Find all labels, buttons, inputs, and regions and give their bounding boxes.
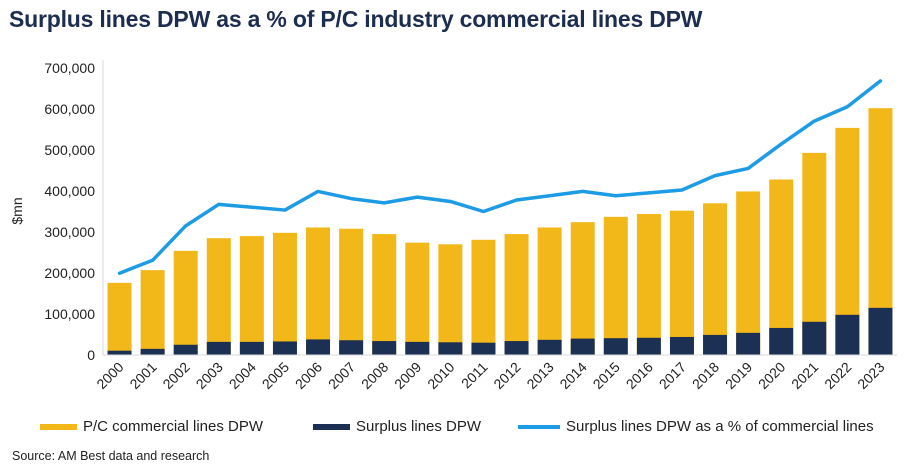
x-tick-label: 2020 xyxy=(755,359,788,392)
legend-label-percent: Surplus lines DPW as a % of commercial l… xyxy=(566,418,874,435)
bar-pc-2019 xyxy=(736,191,761,355)
bar-surplus-2011 xyxy=(471,342,496,355)
bar-pc-2004 xyxy=(239,236,264,355)
bar-pc-2013 xyxy=(537,227,562,355)
bar-surplus-2022 xyxy=(835,314,860,355)
x-tick-label: 2006 xyxy=(292,359,325,392)
x-tick-label: 2002 xyxy=(159,359,192,392)
x-tick-label: 2001 xyxy=(126,359,159,392)
x-tick-label: 2013 xyxy=(523,359,556,392)
bar-surplus-2002 xyxy=(173,344,198,355)
bar-pc-2011 xyxy=(471,239,496,355)
x-tick-label: 2005 xyxy=(259,359,292,392)
legend-label-surplus: Surplus lines DPW xyxy=(356,418,482,435)
x-tick-label: 2022 xyxy=(821,359,854,392)
bar-pc-2009 xyxy=(405,242,430,355)
y-tick-label: 200,000 xyxy=(44,265,95,281)
bar-pc-2021 xyxy=(802,152,827,355)
legend-swatch-surplus xyxy=(313,423,350,430)
bar-pc-2017 xyxy=(669,210,694,355)
bar-surplus-2004 xyxy=(239,341,264,355)
bar-surplus-2014 xyxy=(570,338,595,355)
bar-surplus-2010 xyxy=(438,342,463,355)
x-tick-label: 2017 xyxy=(656,359,689,392)
bar-surplus-2018 xyxy=(703,334,728,355)
bar-surplus-2005 xyxy=(272,341,297,355)
x-tick-label: 2015 xyxy=(590,359,623,392)
bar-surplus-2001 xyxy=(140,348,165,355)
y-axis-label: $mn xyxy=(9,197,25,224)
y-tick-label: 300,000 xyxy=(44,224,95,240)
bar-pc-2005 xyxy=(272,232,297,355)
legend-swatch-percent xyxy=(518,424,560,429)
x-tick-label: 2021 xyxy=(788,359,821,392)
bar-surplus-2006 xyxy=(306,339,331,355)
y-tick-label: 0 xyxy=(87,347,95,363)
bar-pc-2016 xyxy=(636,213,661,355)
legend-item-pc: P/C commercial lines DPW xyxy=(40,418,263,435)
bar-surplus-2003 xyxy=(206,341,231,355)
percent-line xyxy=(117,79,883,275)
bar-surplus-2017 xyxy=(669,336,694,355)
bar-surplus-2007 xyxy=(339,340,364,355)
y-tick-label: 700,000 xyxy=(44,60,95,76)
bar-surplus-2008 xyxy=(372,341,397,355)
bar-pc-2010 xyxy=(438,244,463,355)
bar-pc-2008 xyxy=(372,234,397,355)
x-tick-label: 2011 xyxy=(458,359,491,392)
chart-title: Surplus lines DPW as a % of P/C industry… xyxy=(9,6,703,32)
bar-surplus-2019 xyxy=(736,332,761,355)
bar-surplus-2013 xyxy=(537,339,562,355)
x-tick-label: 2007 xyxy=(325,359,358,392)
bar-pc-2018 xyxy=(703,203,728,355)
x-tick-label: 2018 xyxy=(689,359,722,392)
bar-pc-2002 xyxy=(173,250,198,355)
legend-swatch-pc xyxy=(40,423,77,430)
x-tick-label: 2012 xyxy=(490,359,523,392)
bar-pc-2015 xyxy=(603,216,628,355)
x-tick-label: 2000 xyxy=(93,359,126,392)
x-tick-label: 2019 xyxy=(722,359,755,392)
y-tick-label: 400,000 xyxy=(44,183,95,199)
bar-pc-2001 xyxy=(140,270,165,355)
bar-surplus-2000 xyxy=(107,350,132,355)
x-tick-label: 2009 xyxy=(391,359,424,392)
bar-pc-2007 xyxy=(339,228,364,355)
x-tick-label: 2014 xyxy=(556,359,589,392)
y-tick-label: 100,000 xyxy=(44,306,95,322)
bar-surplus-2012 xyxy=(504,341,529,355)
bar-surplus-2023 xyxy=(868,307,893,355)
bar-surplus-2015 xyxy=(603,338,628,355)
x-tick-label: 2003 xyxy=(193,359,226,392)
bar-surplus-2016 xyxy=(636,337,661,355)
legend-item-surplus: Surplus lines DPW xyxy=(313,418,481,435)
x-tick-label: 2010 xyxy=(424,359,457,392)
bar-pc-2020 xyxy=(769,179,794,355)
bar-pc-2014 xyxy=(570,222,595,355)
bar-surplus-2009 xyxy=(405,341,430,355)
x-tick-label: 2008 xyxy=(358,359,391,392)
y-tick-label: 500,000 xyxy=(44,142,95,158)
legend-item-percent: Surplus lines DPW as a % of commercial l… xyxy=(518,418,874,435)
x-tick-label: 2016 xyxy=(623,359,656,392)
y-tick-label: 600,000 xyxy=(44,101,95,117)
source-note: Source: AM Best data and research xyxy=(12,449,210,463)
bar-pc-2012 xyxy=(504,234,529,355)
bar-surplus-2021 xyxy=(802,321,827,355)
bar-pc-2003 xyxy=(206,238,231,355)
x-tick-label: 2023 xyxy=(854,359,887,392)
bar-surplus-2020 xyxy=(769,327,794,355)
legend-label-pc: P/C commercial lines DPW xyxy=(83,418,264,435)
x-tick-label: 2004 xyxy=(226,359,259,392)
bar-pc-2000 xyxy=(107,282,132,355)
bar-pc-2006 xyxy=(306,227,331,355)
